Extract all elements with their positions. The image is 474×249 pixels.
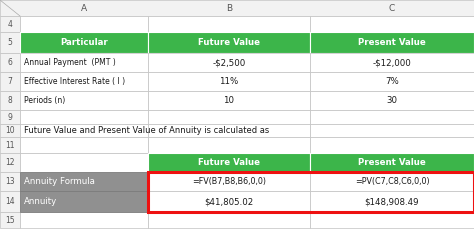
Text: 10: 10	[5, 126, 15, 135]
Bar	[0, 53, 20, 72]
Bar	[310, 32, 474, 53]
Text: Periods (n): Periods (n)	[24, 96, 65, 105]
Text: 5: 5	[8, 38, 12, 47]
Text: -$2,500: -$2,500	[212, 58, 246, 67]
Bar	[310, 212, 474, 228]
Bar	[148, 137, 310, 153]
Bar	[148, 124, 310, 137]
Text: 13: 13	[5, 177, 15, 186]
Bar	[310, 137, 474, 153]
Bar	[20, 16, 148, 32]
Text: 4: 4	[8, 19, 12, 28]
Bar	[20, 172, 148, 191]
Bar	[148, 53, 310, 72]
Text: Present Value: Present Value	[358, 158, 426, 167]
Bar	[0, 212, 20, 228]
Bar	[20, 124, 148, 137]
Text: Future Value and Present Value of Annuity is calculated as: Future Value and Present Value of Annuit…	[24, 126, 269, 135]
Bar	[20, 91, 148, 110]
Bar	[0, 153, 20, 172]
Text: 11%: 11%	[219, 77, 238, 86]
Bar	[148, 91, 310, 110]
Bar	[148, 16, 310, 32]
Text: Annuity: Annuity	[24, 197, 57, 206]
Text: 7: 7	[8, 77, 12, 86]
Bar	[310, 153, 474, 172]
Text: $148,908.49: $148,908.49	[365, 197, 419, 206]
Bar	[20, 137, 148, 153]
Text: 11: 11	[5, 140, 15, 149]
Bar	[0, 32, 20, 53]
Text: 7%: 7%	[385, 77, 399, 86]
Text: Particular: Particular	[60, 38, 108, 47]
Text: Present Value: Present Value	[358, 38, 426, 47]
Bar	[310, 124, 474, 137]
Bar	[20, 191, 148, 212]
Bar	[0, 16, 20, 32]
Bar	[20, 110, 148, 124]
Bar	[20, 32, 148, 53]
Bar	[0, 137, 20, 153]
Bar	[148, 191, 310, 212]
Text: 12: 12	[5, 158, 15, 167]
Bar	[148, 172, 310, 191]
Bar	[310, 191, 474, 212]
Bar	[310, 172, 474, 191]
Bar	[148, 72, 310, 91]
Bar	[310, 16, 474, 32]
Bar	[310, 110, 474, 124]
Text: 8: 8	[8, 96, 12, 105]
Bar	[0, 91, 20, 110]
Bar	[0, 72, 20, 91]
Text: C: C	[389, 3, 395, 12]
Bar	[20, 72, 148, 91]
Bar	[148, 172, 474, 212]
Bar	[0, 110, 20, 124]
Bar	[0, 172, 20, 191]
Text: 9: 9	[8, 113, 12, 122]
Text: =PV(C7,C8,C6,0,0): =PV(C7,C8,C6,0,0)	[355, 177, 429, 186]
Text: Effective Interest Rate ( I ): Effective Interest Rate ( I )	[24, 77, 125, 86]
Bar	[20, 53, 148, 72]
Bar	[310, 91, 474, 110]
Text: 30: 30	[386, 96, 398, 105]
Bar	[0, 191, 20, 212]
Bar	[20, 153, 148, 172]
Text: Annuity Formula: Annuity Formula	[24, 177, 95, 186]
Text: 15: 15	[5, 215, 15, 225]
Text: 10: 10	[224, 96, 235, 105]
Text: =FV(B7,B8,B6,0,0): =FV(B7,B8,B6,0,0)	[192, 177, 266, 186]
Text: 14: 14	[5, 197, 15, 206]
Bar	[310, 53, 474, 72]
Text: A: A	[81, 3, 87, 12]
Bar	[148, 32, 310, 53]
Bar	[148, 110, 310, 124]
Bar	[148, 212, 310, 228]
Text: B: B	[226, 3, 232, 12]
Bar	[0, 124, 20, 137]
Text: Future Value: Future Value	[198, 158, 260, 167]
Text: $41,805.02: $41,805.02	[204, 197, 254, 206]
Bar	[0, 0, 474, 16]
Bar	[310, 72, 474, 91]
Bar	[148, 153, 310, 172]
Text: 6: 6	[8, 58, 12, 67]
Text: Future Value: Future Value	[198, 38, 260, 47]
Text: Annual Payment  (PMT ): Annual Payment (PMT )	[24, 58, 116, 67]
Text: -$12,000: -$12,000	[373, 58, 411, 67]
Bar	[20, 212, 148, 228]
